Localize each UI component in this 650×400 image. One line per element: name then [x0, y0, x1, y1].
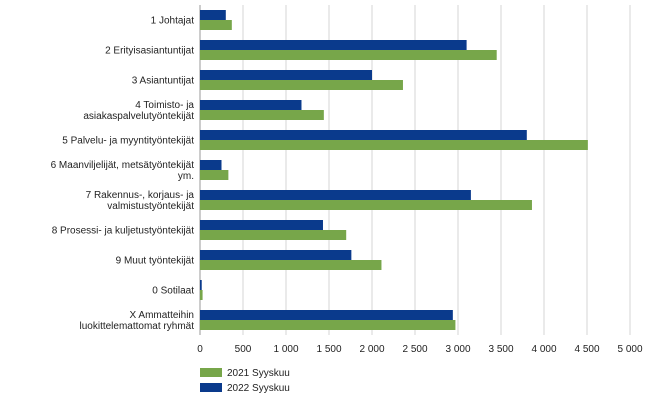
x-tick-label: 2 500: [402, 344, 427, 355]
bar-series-2022: [200, 130, 527, 140]
x-tick-label: 2 000: [359, 344, 384, 355]
bar-series-2021: [200, 50, 497, 60]
bar-series-2022: [200, 280, 202, 290]
bar-series-2021: [200, 140, 588, 150]
x-tick-label: 3 000: [445, 344, 470, 355]
bar-series-2022: [200, 310, 453, 320]
legend-label: 2021 Syyskuu: [227, 368, 290, 379]
x-tick-label: 4 500: [574, 344, 599, 355]
x-tick-label: 4 000: [531, 344, 556, 355]
bar-series-2021: [200, 320, 456, 330]
bar-series-2021: [200, 290, 203, 300]
bar-series-2021: [200, 170, 229, 180]
bar-series-2022: [200, 190, 471, 200]
x-tick-label: 5 000: [617, 344, 642, 355]
category-label: 4 Toimisto- ja asiakaspalvelutyöntekijät: [83, 100, 194, 122]
x-tick-label: 1 500: [316, 344, 341, 355]
bar-series-2022: [200, 100, 302, 110]
bar-series-2022: [200, 160, 222, 170]
category-label: 5 Palvelu- ja myyntityöntekijät: [62, 136, 194, 147]
x-tick-labels: 0 500 1 000 1 500 2 000 2 500 3 000 3 500 4 000 4…: [197, 344, 643, 355]
legend-swatch: [200, 383, 222, 392]
x-tick-label: 0: [197, 344, 203, 355]
bar-series-2021: [200, 20, 232, 30]
bar-series-2022: [200, 70, 372, 80]
bar-series-2021: [200, 230, 347, 240]
bar-series-2022: [200, 10, 226, 20]
x-tick-label: 500: [235, 344, 252, 355]
category-label: 6 Maanviljelijät, metsätyöntekijät ym.: [51, 160, 195, 182]
legend-label: 2022 Syyskuu: [227, 383, 290, 394]
bar-series-2021: [200, 260, 382, 270]
bar-series-2021: [200, 110, 324, 120]
bar-series-2021: [200, 200, 532, 210]
category-label: 1 Johtajat: [151, 16, 195, 27]
bar-series-2022: [200, 40, 467, 50]
bars: [200, 10, 588, 330]
category-label: 2 Erityisasiantuntijat: [105, 46, 194, 57]
bar-series-2021: [200, 80, 403, 90]
category-label: 8 Prosessi- ja kuljetustyöntekijät: [52, 226, 195, 237]
bar-series-2022: [200, 220, 323, 230]
legend: 2021 Syyskuu 2022 Syyskuu: [200, 368, 290, 394]
legend-swatch: [200, 368, 222, 377]
category-label: 3 Asiantuntijat: [132, 76, 194, 87]
x-tick-label: 3 500: [488, 344, 513, 355]
category-label: 0 Sotilaat: [152, 286, 194, 297]
category-labels: 1 Johtajat 2 Erityisasiantuntijat 3 Asiant…: [51, 16, 195, 333]
bar-series-2022: [200, 250, 352, 260]
category-label: 9 Muut työntekijät: [116, 256, 195, 267]
x-tick-label: 1 000: [273, 344, 298, 355]
category-label: 7 Rakennus-, korjaus- ja valmistustyöntek…: [86, 190, 195, 212]
category-label: X Ammatteihin luokittelemattomat ryhmät: [80, 310, 195, 332]
